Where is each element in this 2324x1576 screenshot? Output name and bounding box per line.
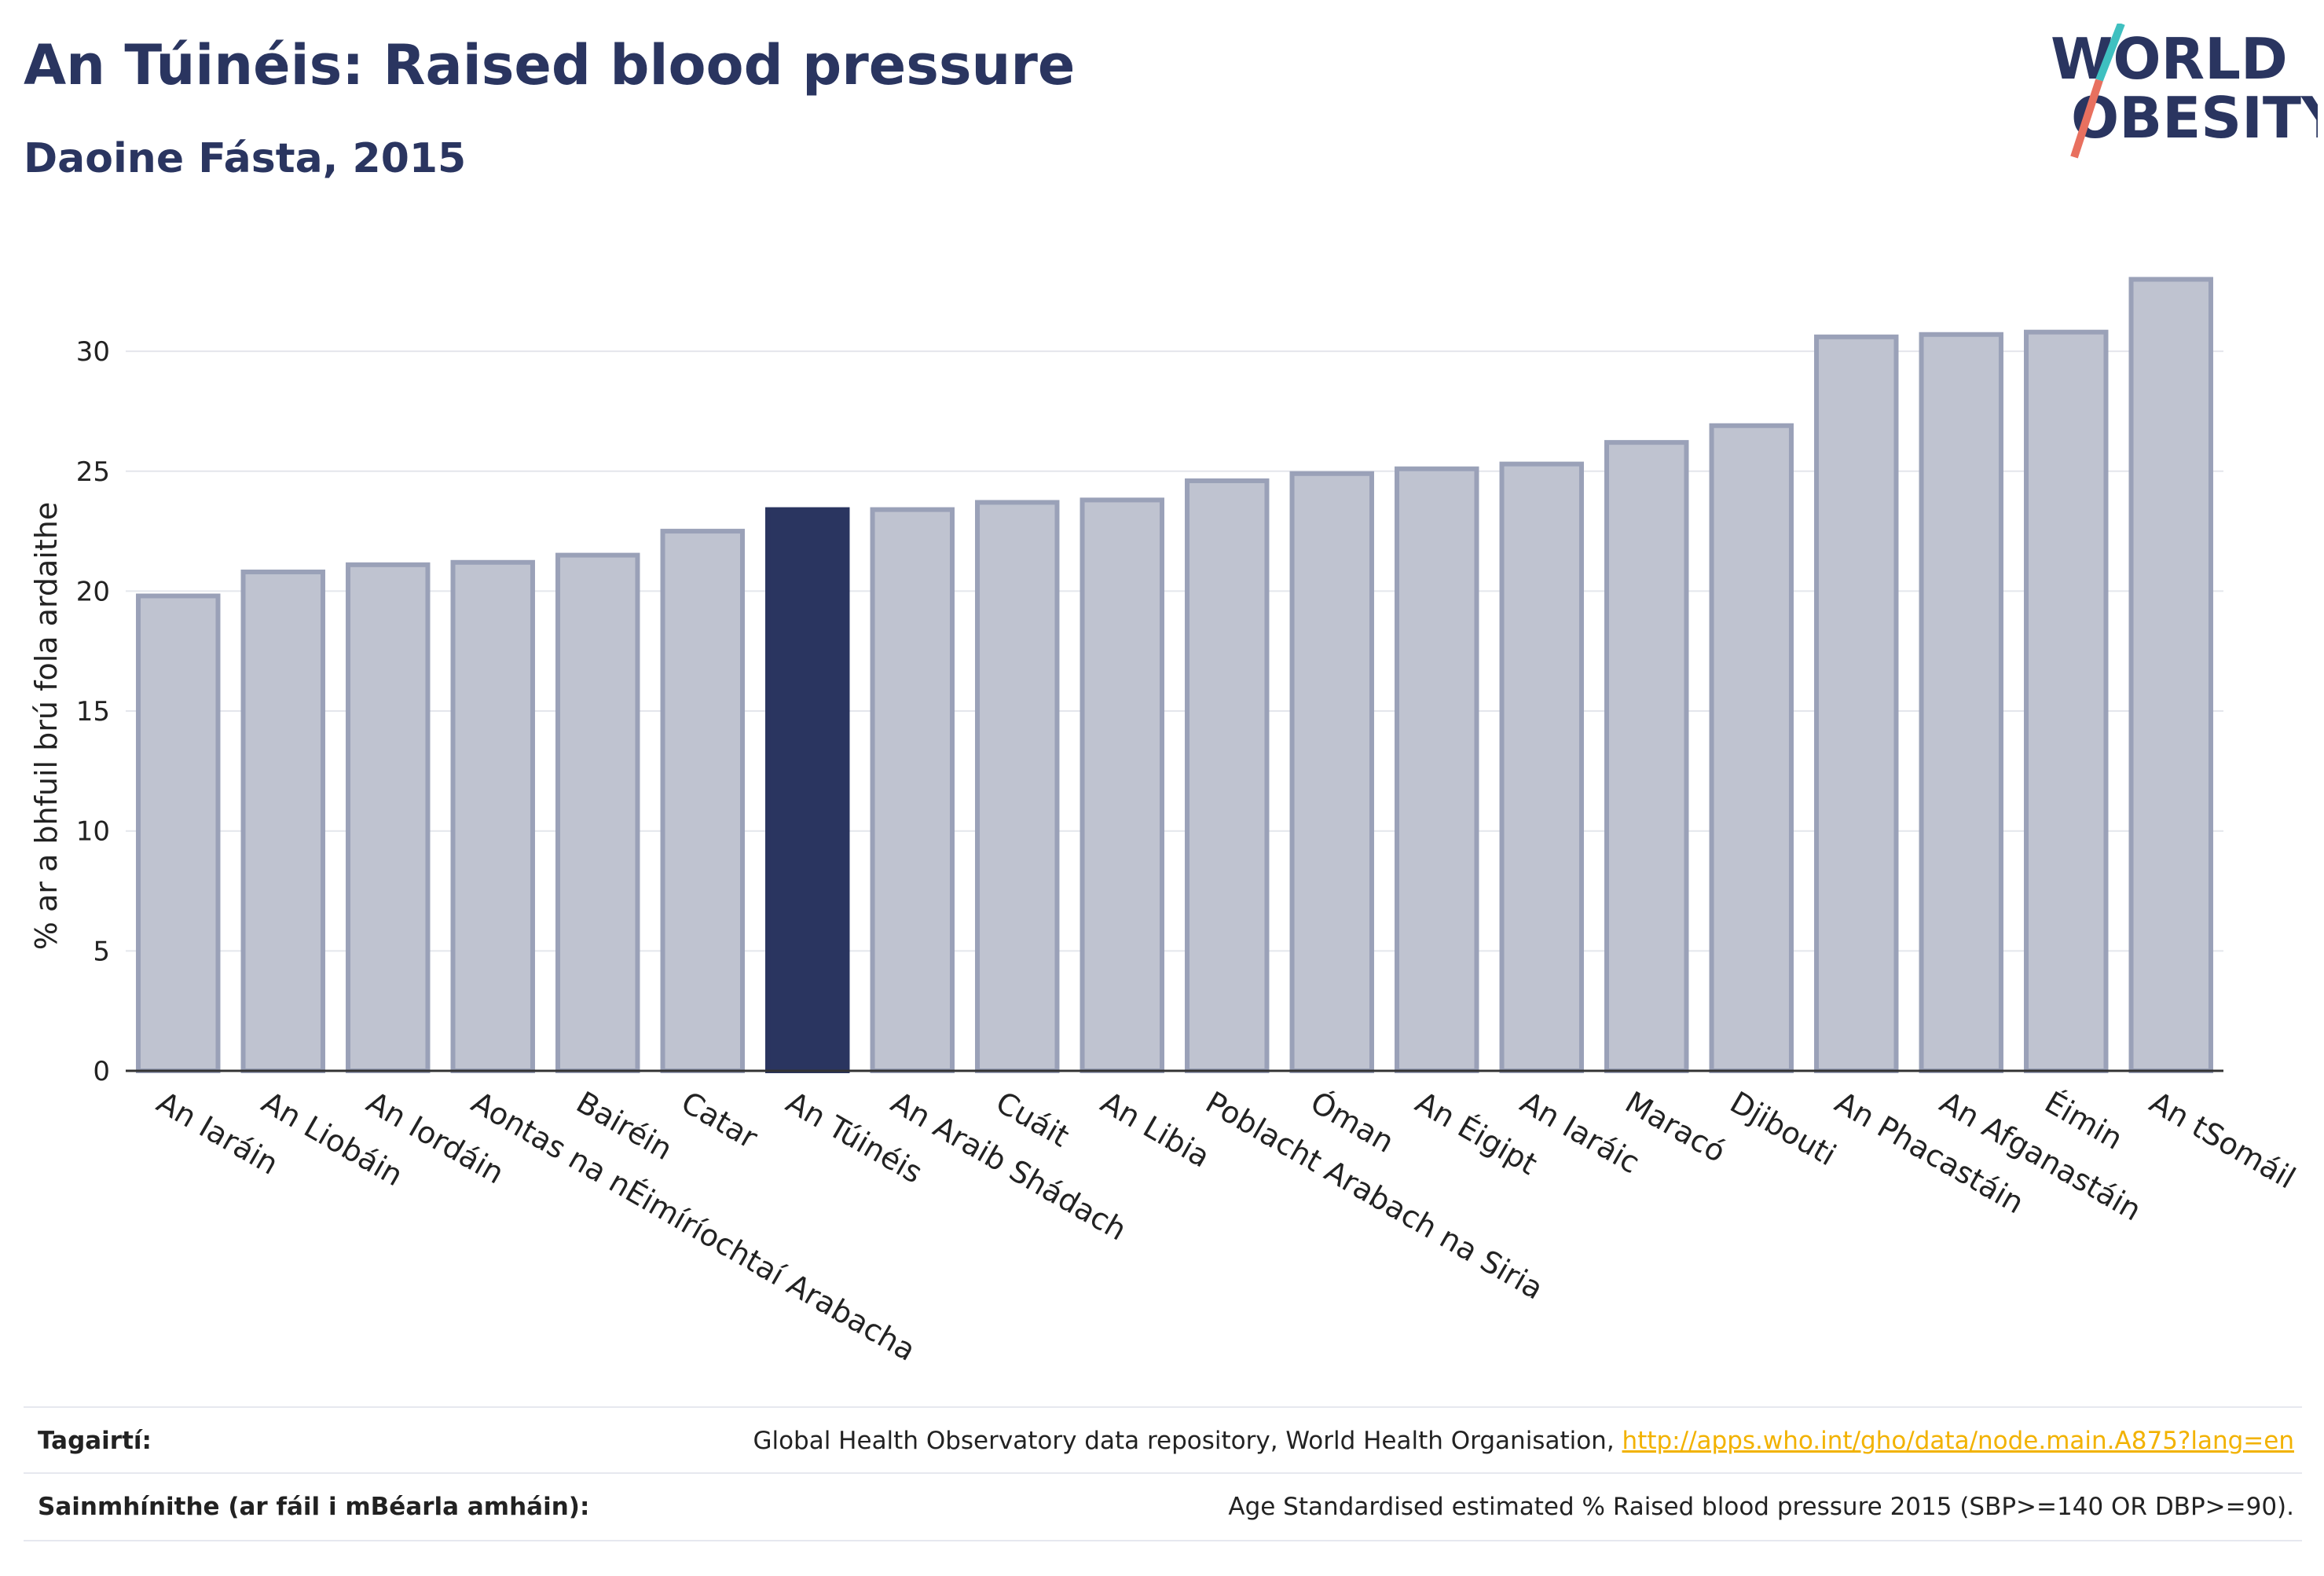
references-value: Global Health Observatory data repositor… (753, 1427, 2302, 1455)
bar-poblacht-arabach-na-siria[interactable] (1185, 478, 1270, 1073)
references-label: Tagairtí: (38, 1427, 152, 1455)
logo-teal-stroke (2095, 24, 2125, 82)
y-tick-label: 5 (93, 936, 110, 967)
bar-marac-[interactable] (1604, 440, 1689, 1073)
bar-an-afganast-in[interactable] (1919, 332, 2003, 1073)
y-axis-ticks: 0 5 10 15 20 25 30 (76, 336, 110, 1087)
definitions-row: Sainmhínithe (ar fáil i mBéarla amháin):… (24, 1472, 2302, 1541)
bar-an-igipt[interactable] (1395, 466, 1479, 1073)
page-title: An Túinéis: Raised blood pressure (24, 33, 1076, 97)
bar-djibouti[interactable] (1709, 423, 1794, 1073)
x-tick-label: An Phacastáin (1829, 1085, 2029, 1221)
bar-an-iar-ic[interactable] (1499, 461, 1584, 1073)
y-tick-label: 15 (76, 696, 110, 728)
bar-an-liob-in[interactable] (240, 569, 325, 1073)
bar-aontas-na-n-im-r-ochta-arabacha[interactable] (450, 559, 535, 1073)
y-tick-label: 10 (76, 816, 110, 848)
page-subtitle: Daoine Fásta, 2015 (24, 135, 467, 182)
x-tick-label: An Libia (1095, 1085, 1216, 1175)
bar-an-libia[interactable] (1080, 497, 1164, 1073)
bars (136, 277, 2213, 1074)
logo-line1: WORLD (2051, 26, 2288, 92)
y-tick-label: 30 (76, 336, 110, 368)
bar-catar[interactable] (660, 529, 745, 1073)
logo-line2: OBESITY (2071, 85, 2318, 151)
y-tick-label: 20 (76, 576, 110, 607)
x-tick-label: An tSomáil (2144, 1085, 2301, 1196)
logo-red-stroke (2070, 79, 2103, 159)
references-link[interactable]: http://apps.who.int/gho/data/node.main.A… (1622, 1427, 2294, 1455)
definitions-text: Age Standardised estimated % Raised bloo… (1228, 1493, 2294, 1521)
bar-an-tsom-il[interactable] (2128, 277, 2213, 1073)
x-tick-label: Catar (676, 1085, 764, 1156)
bar-bair-in[interactable] (555, 552, 640, 1073)
y-axis-label: % ar a bhfuil brú fola ardaithe (29, 502, 64, 950)
bar--imin[interactable] (2024, 329, 2109, 1074)
definitions-label: Sainmhínithe (ar fáil i mBéarla amháin): (38, 1493, 590, 1521)
y-tick-label: 25 (76, 456, 110, 488)
bar-an-iar-in[interactable] (136, 593, 221, 1073)
bar-cu-it[interactable] (975, 500, 1060, 1073)
references-text: Global Health Observatory data repositor… (753, 1427, 1615, 1455)
bar-an-t-in-is[interactable] (765, 507, 850, 1073)
bar-an-phacast-in[interactable] (1814, 334, 1899, 1073)
grid-lines (126, 350, 2223, 952)
y-tick-label: 0 (93, 1056, 110, 1087)
bar-an-araib-sh-dach[interactable] (870, 507, 955, 1073)
bar-an-iord-in[interactable] (346, 562, 431, 1073)
bar--man[interactable] (1289, 471, 1374, 1073)
x-tick-label: Djibouti (1725, 1085, 1842, 1173)
world-obesity-logo: WORLD OBESITY (2051, 24, 2318, 159)
references-row: Tagairtí: Global Health Observatory data… (24, 1406, 2302, 1474)
